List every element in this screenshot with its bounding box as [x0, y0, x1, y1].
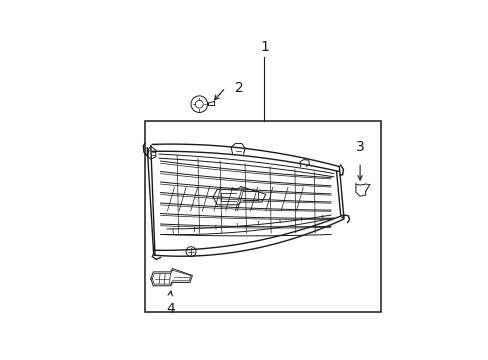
- Text: 4: 4: [165, 302, 174, 316]
- Text: 1: 1: [260, 40, 268, 54]
- Text: 3: 3: [355, 140, 364, 154]
- Text: 2: 2: [235, 81, 244, 95]
